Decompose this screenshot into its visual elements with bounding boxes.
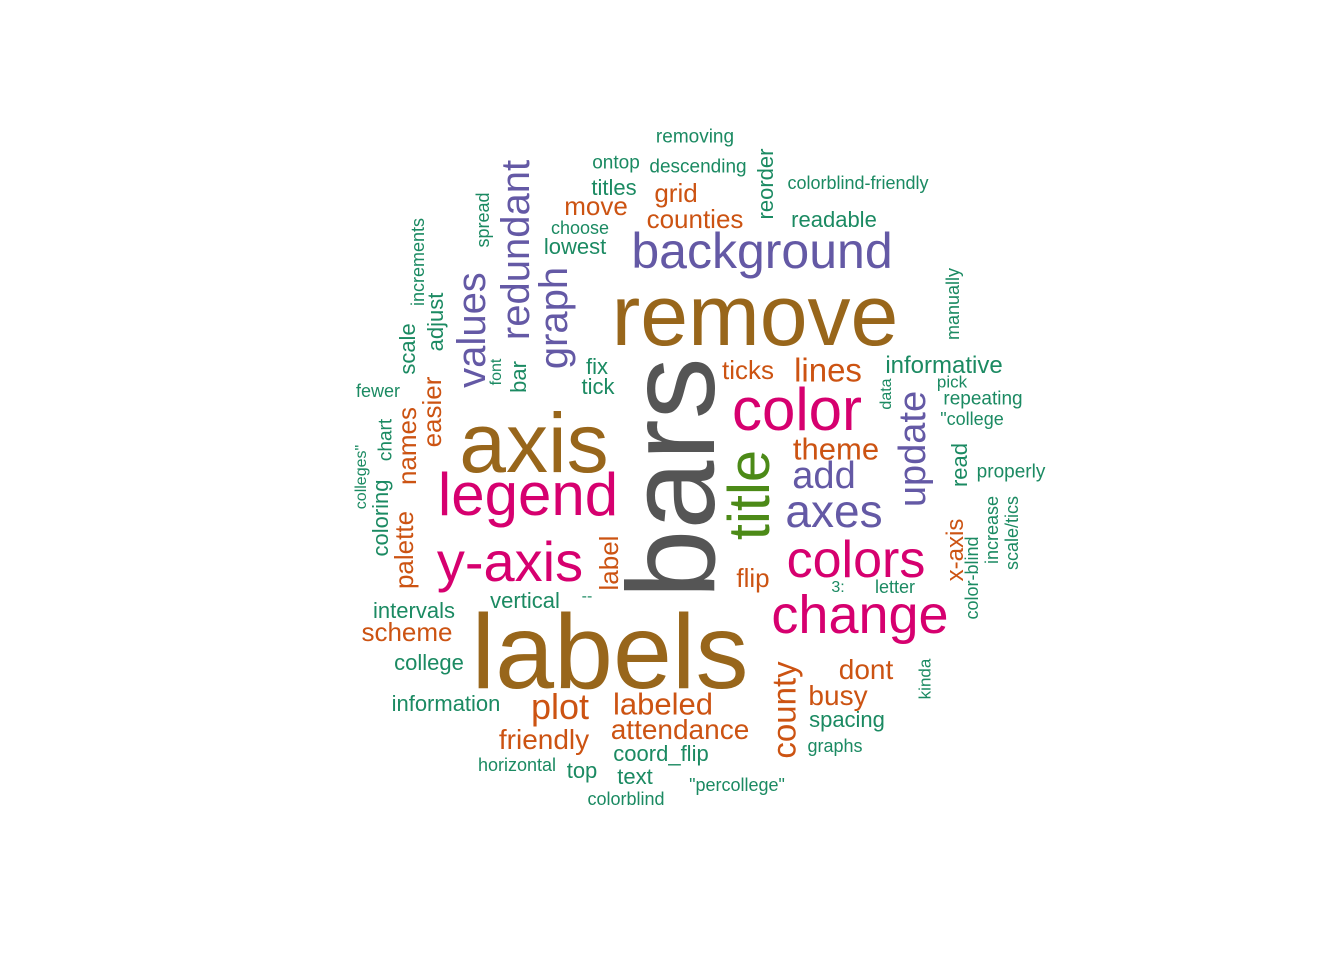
word-graphs: graphs (807, 736, 863, 756)
word-increase: increase (982, 495, 1002, 565)
word-palette: palette (389, 510, 419, 590)
word-horizontal: horizontal (477, 755, 557, 775)
word-update: update (892, 390, 934, 508)
word-change: change (771, 585, 949, 645)
word-removing: removing (655, 126, 735, 148)
word-3-colon: 3: (831, 579, 845, 596)
word-axes: axes (785, 485, 883, 537)
word-letter: letter (874, 577, 916, 597)
word-pick: pick (936, 372, 968, 392)
word-title: title (717, 449, 782, 541)
word-dashdash: -- (581, 588, 593, 605)
word-theme: theme (792, 431, 880, 467)
word-busy: busy (808, 680, 868, 711)
word-lowest: lowest (543, 234, 607, 259)
word-labeled: labeled (613, 686, 713, 722)
word-scheme: scheme (361, 617, 453, 647)
word-fix: fix (586, 354, 608, 379)
word-legend: legend (437, 461, 619, 528)
word-redundant: redundant (494, 159, 538, 341)
word-add: add (792, 455, 856, 497)
word-manually: manually (943, 267, 963, 341)
word-college: college (394, 650, 464, 675)
word-county: county (765, 661, 803, 759)
word-flip: flip (736, 563, 770, 593)
word-vertical: vertical (490, 588, 560, 613)
word-color: color (731, 376, 863, 443)
word-easier: easier (417, 376, 447, 448)
word-data: data (878, 378, 895, 410)
word-read: read (947, 442, 972, 488)
word-text: text (617, 764, 653, 789)
word-ticks: ticks (722, 355, 774, 385)
word-information: information (391, 691, 501, 716)
word-descending: descending (649, 156, 747, 178)
word-spacing: spacing (809, 707, 885, 732)
word-coloring: coloring (368, 479, 393, 557)
word-values: values (450, 272, 494, 388)
word-y-axis: y-axis (436, 530, 584, 593)
word-bars: bars (603, 357, 741, 599)
word-chart: chart (375, 418, 397, 462)
word-kinda: kinda (915, 658, 935, 700)
word-labels: labels (471, 593, 749, 711)
word-scale-tics: scale/tics (1002, 495, 1022, 571)
word-colors: colors (786, 531, 926, 589)
word-move: move (564, 191, 628, 221)
word-color-blind: color-blind (962, 536, 982, 620)
word-quote-college: "college (940, 409, 1004, 429)
word-grid: grid (654, 178, 698, 208)
word-titles: titles (591, 175, 637, 200)
word-top: top (566, 758, 598, 783)
word-label: label (594, 535, 624, 591)
word-intervals: intervals (373, 598, 455, 623)
word-colorblind: colorblind (587, 789, 665, 809)
word-bar: bar (506, 361, 531, 393)
word-fewer: fewer (355, 381, 401, 401)
word-properly: properly (976, 461, 1046, 483)
word-graph: graph (532, 266, 576, 370)
word-percollege: "percollege" (689, 775, 785, 795)
word-tick: tick (581, 374, 615, 399)
word-readable: readable (791, 207, 877, 232)
word-choose: choose (550, 218, 610, 238)
word-attendance: attendance (610, 714, 750, 745)
word-font: font (488, 358, 505, 386)
word-scale: scale (395, 323, 420, 375)
word-plot: plot (530, 686, 590, 727)
word-background: background (631, 223, 893, 279)
word-reorder: reorder (753, 148, 778, 220)
word-lines: lines (794, 351, 862, 389)
word-counties: counties (646, 204, 744, 234)
word-friendly: friendly (498, 724, 590, 755)
word-colorblind-friendly: colorblind-friendly (787, 173, 929, 193)
word-coord-flip: coord_flip (613, 741, 709, 766)
word-repeating: repeating (943, 388, 1023, 410)
word-ontop: ontop (592, 152, 640, 174)
word-informative: informative (885, 352, 1003, 379)
word-dont: dont (838, 654, 894, 685)
word-adjust: adjust (423, 292, 448, 352)
word-axis: axis (459, 396, 609, 490)
word-spread: spread (473, 192, 493, 248)
word-remove: remove (611, 268, 899, 364)
